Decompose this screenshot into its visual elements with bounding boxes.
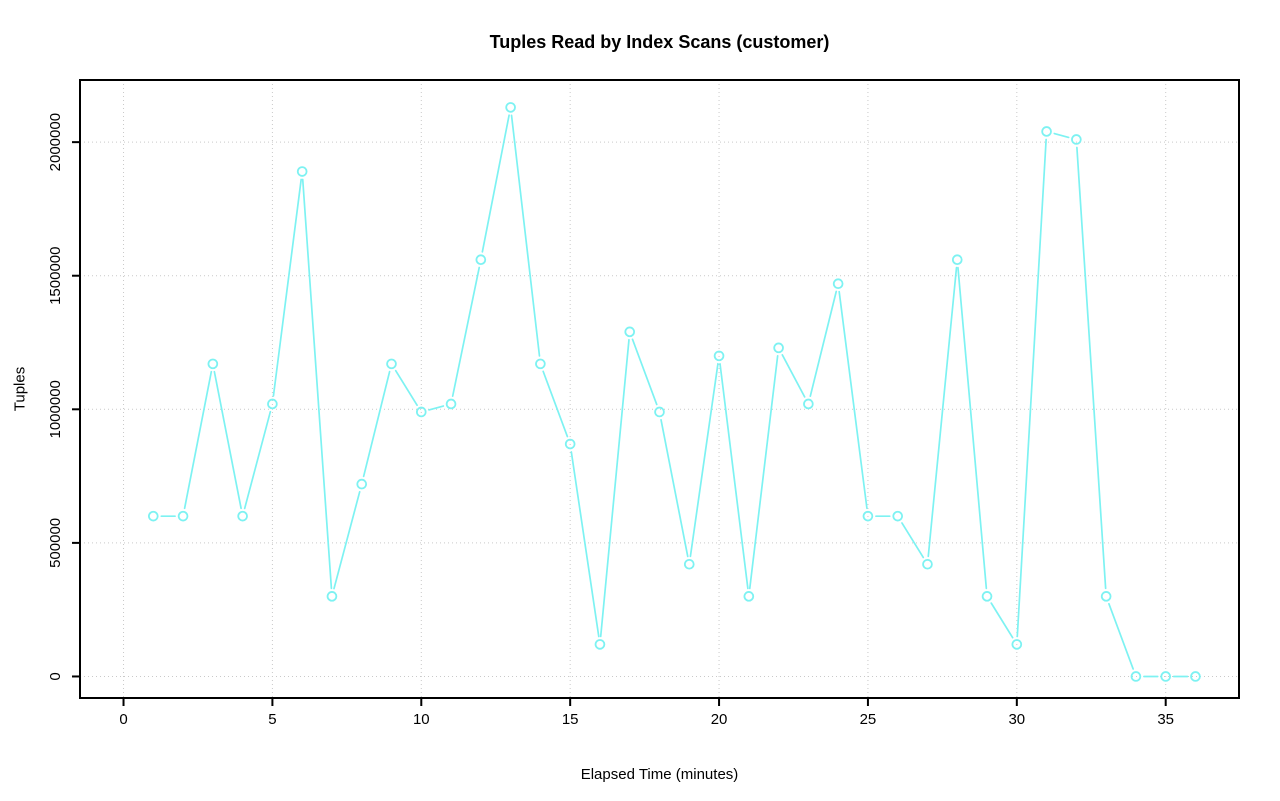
y-tick-label: 2000000 [47,113,64,171]
series-segment [333,490,361,590]
data-point-marker [832,278,844,290]
series-segment [481,114,510,253]
series-segment [1076,146,1107,590]
data-point-marker [892,510,904,522]
data-point-marker [1160,671,1172,682]
series-segment [599,338,630,638]
chart-title: Tuples Read by Index Scans (customer) [489,32,830,52]
data-point-marker [951,254,963,265]
series-segment [689,362,719,558]
data-point-marker [713,350,725,362]
series-segment [838,290,868,510]
series-segment [362,370,391,478]
x-tick-label: 35 [1157,711,1174,728]
series-segment [1108,602,1134,670]
x-tick-label: 0 [119,711,127,728]
data-point-marker [1041,126,1052,137]
data-point-marker [267,398,278,410]
series-segment [927,266,958,558]
series-segment [990,602,1014,639]
series-segment [243,410,272,510]
data-point-marker [445,398,457,410]
series-segment [631,338,658,406]
data-point-marker [803,398,814,410]
data-point-marker [475,254,487,265]
series-segment [901,522,925,559]
series-segment [570,451,600,638]
x-tick-label: 20 [711,711,728,728]
x-tick-label: 5 [268,711,276,728]
data-point-marker [535,358,546,370]
x-tick-label: 10 [413,711,430,728]
series-segment [301,178,333,590]
data-point-marker [177,510,189,522]
data-point-marker [386,358,397,370]
series-segment [451,266,481,397]
data-point-marker [207,358,219,370]
data-point-marker [1011,639,1023,650]
x-axis-label: Elapsed Time (minutes) [580,766,739,783]
y-tick-label: 1000000 [47,380,64,438]
data-point-marker [147,510,159,522]
x-tick-label: 30 [1008,711,1025,728]
data-point-marker [654,406,665,418]
data-point-marker [564,438,576,450]
series-segment [809,290,838,398]
data-point-marker [1130,671,1142,682]
data-point-marker [624,326,636,338]
data-point-marker [594,639,606,650]
x-tick-label: 15 [562,711,579,728]
series-segment [1016,138,1047,638]
data-point-marker [1190,671,1201,682]
series-segment [957,266,988,590]
x-tick-label: 25 [860,711,877,728]
data-point-marker [862,510,874,522]
series-segment [510,114,541,357]
data-point-marker [683,558,695,570]
series-segment [781,354,806,398]
y-tick-label: 500000 [47,518,64,568]
series-segment [1053,132,1070,139]
series-segment [542,370,569,438]
data-point-marker [356,478,368,490]
series-segment [748,354,779,590]
series-segment [394,369,418,407]
series-segment [660,418,689,558]
series-segment [213,370,242,510]
series-segment [183,370,213,510]
data-point-marker [922,558,933,570]
data-point-marker [296,166,308,177]
data-point-marker [415,406,427,418]
y-tick-label: 1500000 [47,247,64,305]
data-point-marker [326,591,338,602]
plot-border [79,79,1240,699]
data-point-marker [743,591,755,602]
y-tick-label: 0 [47,672,64,680]
data-point-marker [1071,134,1082,145]
series-segment [272,178,303,397]
data-point-marker [1100,591,1112,602]
data-point-marker [773,342,784,354]
data-point-marker [237,510,248,522]
series-segment [428,405,445,411]
series-segment [719,362,749,590]
data-point-marker [505,102,516,113]
data-point-marker [981,591,993,602]
